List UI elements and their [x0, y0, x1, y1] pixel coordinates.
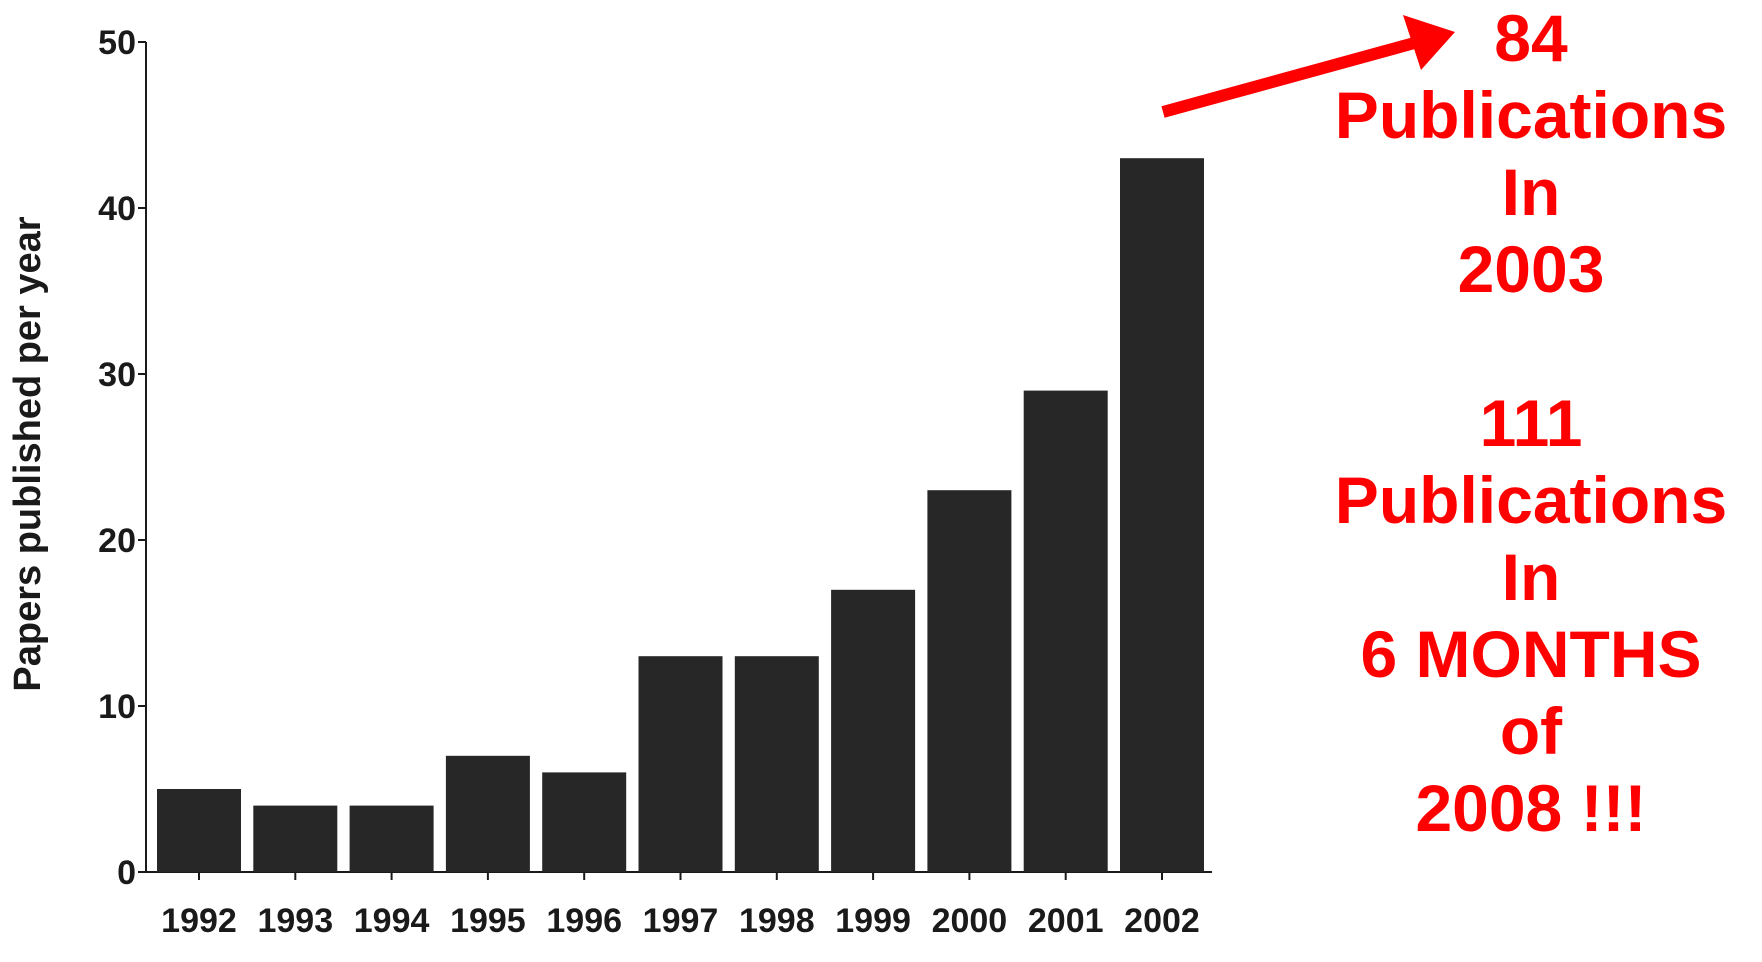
x-tick-label-2001: 2001: [1028, 902, 1104, 940]
annotation-text: 84 Publications In 2003 111 Publications…: [1300, 0, 1762, 847]
x-tick-label-2002: 2002: [1124, 902, 1200, 940]
bar-1997: [638, 656, 723, 872]
annotation-spacer: [1300, 308, 1762, 385]
y-axis-label: Papers published per year: [7, 216, 49, 691]
arrow-head: [1403, 15, 1455, 70]
x-tick-label-1996: 1996: [546, 902, 622, 940]
x-tick-label-1995: 1995: [450, 902, 526, 940]
arrow-shaft: [1161, 36, 1420, 118]
annotation-arrow: [1161, 15, 1455, 118]
x-tick-label-2000: 2000: [932, 902, 1008, 940]
annotation-count-2008: 111: [1479, 386, 1583, 460]
annotation-publications-2: Publications: [1334, 463, 1728, 537]
x-tick-label-1994: 1994: [354, 902, 430, 940]
annotation-count-2003: 84: [1494, 1, 1568, 75]
y-tick-label: 20: [98, 522, 136, 560]
bar-1998: [734, 656, 819, 872]
bar-1995: [445, 755, 530, 872]
bar-1999: [831, 589, 916, 872]
x-tick-label-1997: 1997: [643, 902, 719, 940]
annotation-of: of: [1499, 694, 1563, 768]
annotation-in-1: In: [1501, 155, 1561, 229]
x-tick-label-1999: 1999: [835, 902, 911, 940]
annotation-publications-1: Publications: [1334, 78, 1728, 152]
y-tick-label: 0: [117, 854, 136, 892]
bar-2002: [1120, 158, 1204, 872]
x-tick-labels: 1992 1993 1994 1995 1996 1997 1998 1999 2000 2001…: [161, 872, 1200, 940]
x-tick-label-1998: 1998: [739, 902, 815, 940]
bar-2000: [927, 490, 1012, 872]
y-tick-label: 30: [98, 356, 136, 394]
x-tick-label-1992: 1992: [161, 902, 237, 940]
x-tick-label-1993: 1993: [257, 902, 333, 940]
bar-2001: [1023, 390, 1108, 872]
bar-1992: [157, 789, 241, 872]
y-tick-label: 10: [98, 688, 136, 726]
bar-1994: [349, 805, 434, 872]
y-tick-label: 50: [98, 24, 136, 62]
annotation-year-2008: 2008 !!!: [1415, 771, 1647, 845]
bar-1993: [253, 805, 338, 872]
bar-1996: [542, 772, 627, 872]
chart-bars: [157, 158, 1204, 872]
y-tick-labels: 0 10 20 30 40 50: [98, 24, 146, 892]
annotation-year-2003: 2003: [1457, 232, 1605, 306]
y-tick-label: 40: [98, 190, 136, 228]
annotation-six-months: 6 MONTHS: [1360, 617, 1702, 691]
annotation-in-2: In: [1501, 540, 1561, 614]
